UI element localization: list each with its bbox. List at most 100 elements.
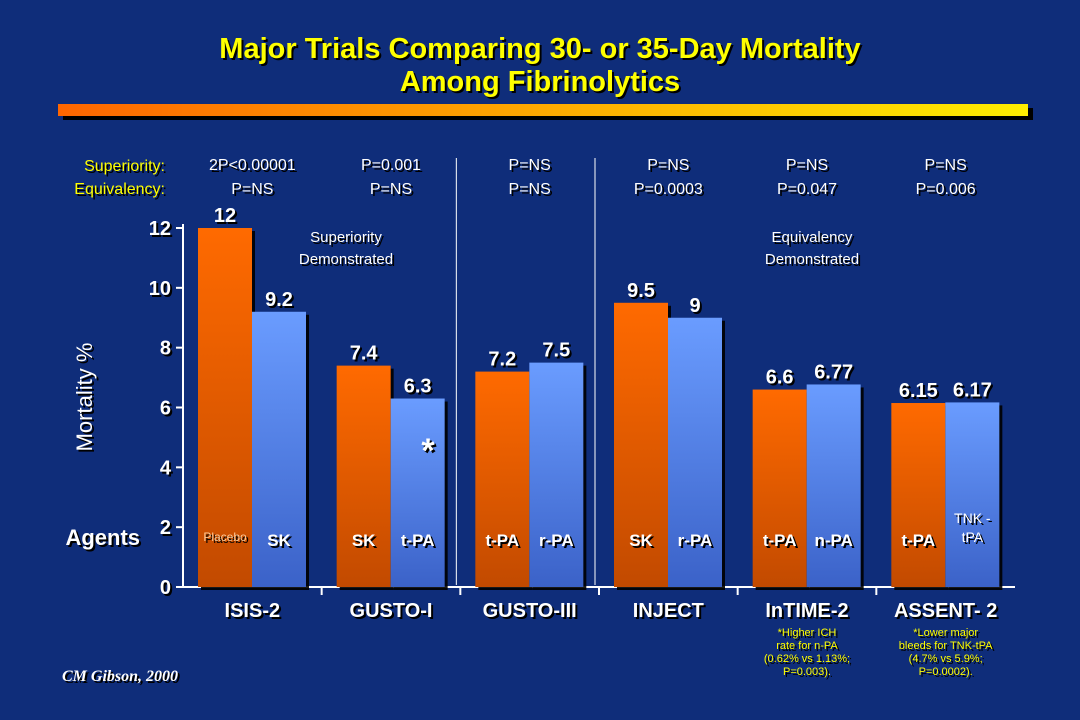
y-tick-label: 2 — [160, 517, 171, 539]
y-tick-label-shadow: 12 — [151, 220, 173, 242]
bar-value-label-shadow: 7.2 — [490, 351, 518, 373]
bar-value-label-shadow: 6.3 — [406, 378, 434, 400]
bar-agent-label: t-PA — [485, 531, 519, 550]
footnote-line: P=0.0002). — [919, 666, 973, 678]
y-tick-label-shadow: 10 — [151, 280, 173, 302]
bar-agent-label: t-PA — [401, 531, 435, 550]
equivalency-p-value: P=NS — [370, 181, 412, 198]
bar-agent-label: r-PA — [539, 531, 574, 550]
equivalency-p-value-shadow: P=NS — [372, 183, 414, 200]
y-tick-label-shadow: 8 — [162, 340, 173, 362]
trial-category-label-shadow: ASSENT- 2 — [896, 602, 999, 624]
bar-value-label-shadow: 7.4 — [352, 345, 381, 367]
bar-value-label-shadow: 6.77 — [816, 363, 855, 385]
trial-category-label: ISIS-2 — [225, 600, 281, 622]
y-tick-label: 8 — [160, 338, 171, 360]
bar-agent-label-shadow: TNK - — [956, 512, 993, 528]
footnote-line: bleeds for TNK-tPA — [899, 640, 993, 652]
superiority-p-value: P=0.001 — [361, 157, 421, 174]
trial-category-label: GUSTO-III — [483, 600, 577, 622]
bar-agent-label-shadow: t-PA — [403, 533, 437, 552]
bar-value-label: 7.2 — [488, 349, 516, 371]
superiority-row-label: Superiority: — [84, 158, 165, 175]
equivalency-demonstrated-label-shadow: Demonstrated — [767, 253, 861, 270]
bar-agent-label: Placebo — [203, 530, 247, 544]
bar-agent-label-shadow: t-PA — [487, 533, 521, 552]
bar-value-label: 9.5 — [627, 280, 655, 302]
bar-agent-label-shadow: t-PA — [765, 533, 799, 552]
bar — [475, 371, 530, 587]
equivalency-p-value: P=0.006 — [916, 181, 976, 198]
trial-category-label-shadow: ISIS-2 — [227, 602, 283, 624]
bar-agent-label: SK — [629, 531, 653, 550]
equivalency-p-value-shadow: P=NS — [233, 183, 275, 200]
bar-agent-label-shadow: SK — [269, 533, 293, 552]
equivalency-p-value-shadow: P=0.006 — [918, 183, 978, 200]
superiority-demonstrated-label-shadow: Demonstrated — [301, 253, 395, 270]
trial-category-label-shadow: INJECT — [635, 602, 706, 624]
bar — [891, 403, 946, 587]
bar-value-label-shadow: 9 — [691, 297, 702, 319]
bar-value-label-shadow: 12 — [216, 207, 238, 229]
y-tick-label: 0 — [160, 577, 171, 599]
bar-agent-label-shadow: Placebo — [205, 532, 249, 546]
y-tick-label-shadow: 4 — [162, 459, 174, 481]
bar — [614, 302, 668, 587]
bar-value-label: 9 — [689, 295, 700, 317]
y-tick-label-shadow: 0 — [162, 579, 173, 601]
footnote-line: (0.62% vs 1.13%; — [764, 653, 850, 665]
equivalency-p-value: P=0.047 — [777, 181, 837, 198]
superiority-demonstrated-label-shadow: Superiority — [312, 231, 384, 248]
bar-agent-label-shadow: SK — [631, 533, 655, 552]
superiority-p-value-shadow: P=NS — [788, 159, 830, 176]
chart-title-line-1: Major Trials Comparing 30- or 35-Day Mor… — [219, 33, 861, 65]
bar-agent-label: TNK - — [954, 510, 991, 526]
bar-value-label-shadow: 6.15 — [901, 382, 940, 404]
bar — [806, 384, 861, 587]
bar-agent-label-shadow: r-PA — [680, 533, 715, 552]
bar — [390, 398, 445, 587]
bar-agent-label: SK — [267, 531, 291, 550]
superiority-p-value: P=NS — [786, 157, 828, 174]
agents-row-label: Agents — [65, 525, 140, 550]
bar-value-label: 6.17 — [953, 379, 992, 401]
trial-category-label-shadow: GUSTO-I — [352, 602, 435, 624]
trial-category-label: GUSTO-I — [350, 600, 433, 622]
y-tick-label-shadow: 6 — [162, 400, 173, 422]
equivalency-demonstrated-label: Equivalency — [772, 229, 853, 246]
superiority-p-value-shadow: 2P<0.00001 — [211, 159, 298, 176]
source-credit: CM Gibson, 2000 — [62, 668, 179, 685]
bar-agent-label: n-PA — [814, 531, 852, 550]
equivalency-p-value: P=NS — [231, 181, 273, 198]
agents-row-label-shadow: Agents — [67, 527, 142, 552]
footnote-line: (4.7% vs 5.9%; — [909, 653, 983, 665]
bar-agent-label: t-PA — [763, 531, 797, 550]
bar-value-label-shadow: 6.17 — [955, 381, 994, 403]
bar-agent-label: SK — [352, 531, 376, 550]
bar-value-label: 6.6 — [766, 367, 794, 389]
bar-agent-label: t-PA — [901, 531, 935, 550]
bar-agent-label-shadow: t-PA — [903, 533, 937, 552]
bar-agent-label-shadow: SK — [354, 533, 378, 552]
bar — [945, 402, 1000, 587]
footnote-line: P=0.003). — [783, 666, 831, 678]
bar — [198, 228, 252, 587]
superiority-p-value: P=NS — [925, 157, 967, 174]
y-axis-label: Mortality % — [72, 343, 97, 452]
equivalency-p-value-shadow: P=0.0003 — [636, 183, 705, 200]
trial-category-label: InTIME-2 — [765, 600, 848, 622]
superiority-p-value-shadow: P=NS — [649, 159, 691, 176]
bar-value-label: 7.5 — [542, 340, 570, 362]
bar-agent-label: r-PA — [678, 531, 713, 550]
equivalency-demonstrated-label-shadow: Equivalency — [774, 231, 855, 248]
footnote-line-shadow: *Higher ICH — [780, 629, 839, 641]
y-tick-label: 10 — [149, 278, 171, 300]
title-accent-bar — [58, 104, 1028, 116]
bar-value-label-shadow: 6.6 — [768, 369, 796, 391]
bar-value-label: 6.77 — [814, 361, 853, 383]
equivalency-demonstrated-label: Demonstrated — [765, 251, 859, 268]
chart-title-line-2: Among Fibrinolytics — [399, 66, 681, 98]
footnote-line: *Lower major — [913, 627, 978, 639]
superiority-p-value: P=NS — [647, 157, 689, 174]
